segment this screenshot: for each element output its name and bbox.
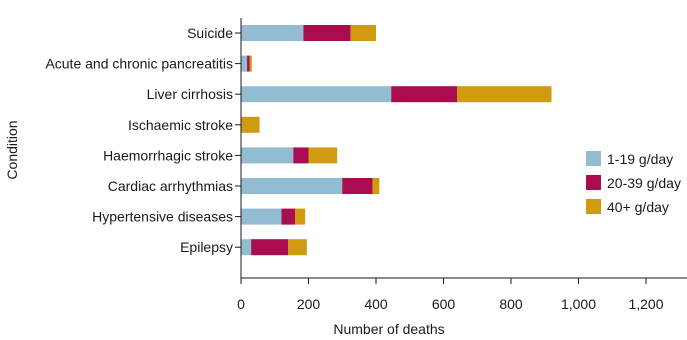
category-label: Haemorrhagic stroke (103, 147, 233, 163)
x-tick-label: 0 (237, 296, 245, 312)
bar-segment (241, 25, 304, 41)
bar-segment (241, 208, 282, 225)
bar-segment (241, 86, 392, 103)
bar-segment (457, 86, 552, 103)
x-tick-label: 800 (499, 296, 523, 312)
bar-segment (249, 55, 252, 72)
bar-segment (247, 55, 250, 72)
legend: 1-19 g/day 20-39 g/day 40+ g/day (586, 151, 681, 215)
legend-swatch (586, 199, 601, 214)
bar-segment (293, 147, 309, 164)
category-label: Epilepsy (180, 239, 233, 255)
legend-swatch (586, 151, 601, 166)
category-labels: Suicide Acute and chronic pancreatitis Liv… (45, 25, 233, 255)
x-tick-labels: 0 200 400 600 800 1,000 1,200 (237, 278, 664, 312)
bar-segment (342, 178, 373, 194)
x-tick-label: 1,200 (628, 296, 663, 312)
bar-segment (372, 178, 380, 194)
bar-segment (295, 208, 306, 225)
x-tick-label: 400 (364, 296, 388, 312)
bar-segment (241, 178, 343, 194)
category-label: Cardiac arrhythmias (108, 178, 233, 194)
bar-segment (251, 239, 289, 256)
x-tick-label: 1,000 (561, 296, 596, 312)
bar-segment (308, 147, 338, 164)
bar-segment (350, 25, 376, 41)
legend-label: 40+ g/day (607, 199, 669, 215)
category-label: Liver cirrhosis (147, 86, 233, 102)
bar-segment (303, 25, 351, 41)
x-tick-label: 200 (297, 296, 321, 312)
bar-segment (241, 239, 252, 256)
bar-segment (241, 116, 260, 133)
x-tick-label: 600 (432, 296, 456, 312)
bar-segment (391, 86, 457, 103)
y-axis-title: Condition (4, 120, 20, 179)
bar-segment (281, 208, 295, 225)
bar-segment (241, 55, 248, 72)
category-label: Hypertensive diseases (92, 209, 233, 225)
bar-segment (241, 147, 294, 164)
category-label: Ischaemic stroke (128, 117, 233, 133)
category-ticks (235, 32, 241, 248)
legend-label: 1-19 g/day (607, 151, 673, 167)
bars-layer (241, 25, 552, 256)
bar-segment (288, 239, 307, 256)
x-axis-title: Number of deaths (333, 321, 444, 337)
category-label: Acute and chronic pancreatitis (45, 56, 233, 72)
category-label: Suicide (187, 25, 233, 41)
legend-label: 20-39 g/day (607, 175, 681, 191)
legend-swatch (586, 175, 601, 190)
